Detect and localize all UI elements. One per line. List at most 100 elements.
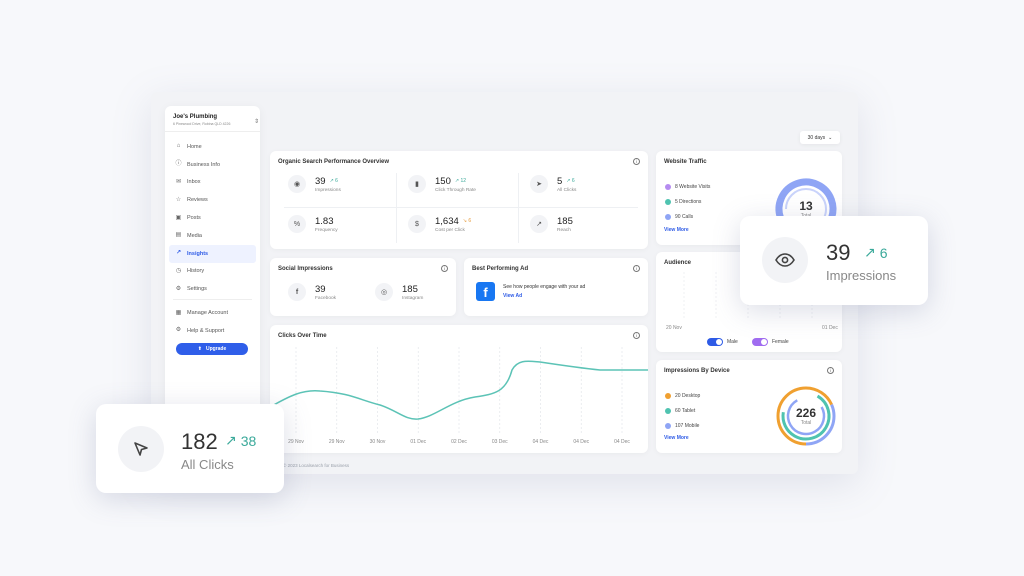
sidebar-item-settings[interactable]: ⚙ Settings [169,280,256,298]
male-switch[interactable] [707,338,723,346]
date-range-select[interactable]: 30 days ⌄ [800,131,840,144]
floating-impressions-label: Impressions [826,268,897,283]
sidebar-item-manage-account[interactable]: ▦ Manage Account [169,304,256,322]
clicks-card-title: Clicks Over Time [278,333,327,339]
facebook-label: Facebook [315,295,337,301]
facebook-value: 39 [315,283,326,295]
female-toggle[interactable]: Female [752,338,789,346]
best-ad-title: Best Performing Ad [472,266,529,272]
instagram-stat: ◎ 185 Instagram [375,283,423,301]
sidebar-item-reviews[interactable]: ☆ Reviews [169,191,256,209]
x-tick-label: 01 Dec [410,439,427,445]
sidebar-item-label: Inbox [187,179,201,186]
traffic-view-more-link[interactable]: View More [664,227,689,233]
device-view-more-link[interactable]: View More [664,435,689,441]
stat-label: All Clicks [557,187,577,193]
info-icon[interactable]: i [633,158,640,165]
legend-dot [665,184,671,190]
legend-item: 5 Directions [665,199,701,205]
chevron-down-icon: ⌄ [828,134,833,141]
sidebar-item-help-support[interactable]: ⚙ Help & Support [169,322,256,340]
x-tick-label: 04 Dec [573,439,590,445]
device-total-label: Total [800,420,812,426]
info-icon[interactable]: i [633,265,640,272]
legend-text: 8 Website Visits [675,184,711,190]
upgrade-button[interactable]: ⬆ Upgrade [176,343,248,355]
floating-impressions-trend-value: 6 [879,244,888,261]
stat-label: Frequency [315,227,338,233]
dollar-icon: $ [408,215,426,233]
best-ad-card: Best Performing Ad i f See how people en… [464,258,648,316]
sidebar-item-label: Insights [187,250,209,257]
sidebar-item-business-info[interactable]: ⓘ Business Info [169,156,256,174]
trend-value: 6 [468,218,472,224]
view-ad-link[interactable]: View Ad [503,293,523,299]
legend-text: 5 Directions [675,199,702,205]
stat-impressions: ◉ 39 ↗ 6 Impressions [288,175,341,193]
business-switcher[interactable]: Joe's Plumbing 6 Pinewood Drive, Robina … [173,114,259,126]
floating-clicks-trend: ↗ 38 [225,432,256,449]
help-icon: ⚙ [175,327,182,334]
footer-copyright: © 2023 Localsearch for Business [283,463,350,468]
floating-clicks-trend-value: 38 [240,432,257,449]
divider [173,299,252,302]
male-toggle[interactable]: Male [707,338,738,346]
sidebar-item-posts[interactable]: ▣ Posts [169,209,256,227]
media-icon: ▤ [175,232,182,239]
info-icon[interactable]: i [441,265,448,272]
floating-impressions-value: 39 [826,240,851,265]
upload-icon: ⬆ [197,346,202,352]
sidebar-item-insights[interactable]: ↗ Insights [169,244,256,263]
facebook-icon: f [476,282,495,301]
trend-up-icon: ↗ 12 [454,178,467,184]
info-icon[interactable]: i [827,367,834,374]
traffic-total: 13 [799,199,813,213]
sidebar-item-label: Business Info [187,161,221,168]
insights-icon: ↗ [175,250,182,257]
traffic-card-title: Website Traffic [664,159,707,165]
sidebar-item-home[interactable]: ⌂ Home [169,138,256,156]
trend-value: 12 [460,178,467,184]
floating-impressions-card: 39 ↗ 6 Impressions [740,216,928,305]
impressions-by-device-card: Impressions By Device i 20 Desktop 60 Tab… [656,360,842,453]
trend-up-icon: ↗ 6 [566,178,575,184]
floating-clicks-card: 182 ↗ 38 All Clicks [96,404,284,493]
legend-dot [665,423,671,429]
audience-x-end: 01 Dec [822,325,838,331]
sidebar-item-history[interactable]: ◷ History [169,263,256,281]
x-tick-label: 04 Dec [532,439,549,445]
business-address: 6 Pinewood Drive, Robina QLD 4226 [173,122,231,126]
stat-value: 39 [315,175,326,187]
female-label: Female [772,339,789,345]
device-donut [776,386,836,446]
sidebar-item-media[interactable]: ▤ Media [169,227,256,245]
device-card-title: Impressions By Device [664,368,730,374]
best-ad-text: See how people engage with your ad [503,284,586,290]
legend-item: 90 Calls [665,214,693,220]
female-switch[interactable] [752,338,768,346]
legend-dot [665,214,671,220]
floating-clicks-value: 182 [181,429,218,454]
info-icon[interactable]: i [633,332,640,339]
account-icon: ▦ [175,309,182,316]
x-tick-label: 03 Dec [491,439,508,445]
trend-up-icon: ↗ [864,244,876,260]
x-tick-label: 29 Nov [328,439,345,445]
chevron-updown-icon[interactable]: ⇕ [253,119,259,125]
sidebar-item-label: History [187,268,205,275]
stat-cost-per-click: $1,634 ↘ 6 Cost per Click [408,215,471,233]
eye-icon: ◉ [288,175,306,193]
instagram-icon: ◎ [375,283,393,301]
sidebar-item-inbox[interactable]: ✉ Inbox [169,174,256,192]
floating-impressions-trend: ↗ 6 [864,244,888,261]
facebook-stat: f 39 Facebook [288,283,336,301]
trend-value: 6 [335,178,338,184]
instagram-label: Instagram [402,295,424,301]
sidebar-item-label: Settings [187,286,207,293]
sidebar-item-label: Manage Account [187,310,228,317]
star-icon: ☆ [175,196,182,203]
stat-value: 5 [557,175,563,187]
legend-item: 8 Website Visits [665,184,710,190]
inbox-icon: ✉ [175,178,182,185]
sidebar-item-label: Posts [187,215,201,222]
